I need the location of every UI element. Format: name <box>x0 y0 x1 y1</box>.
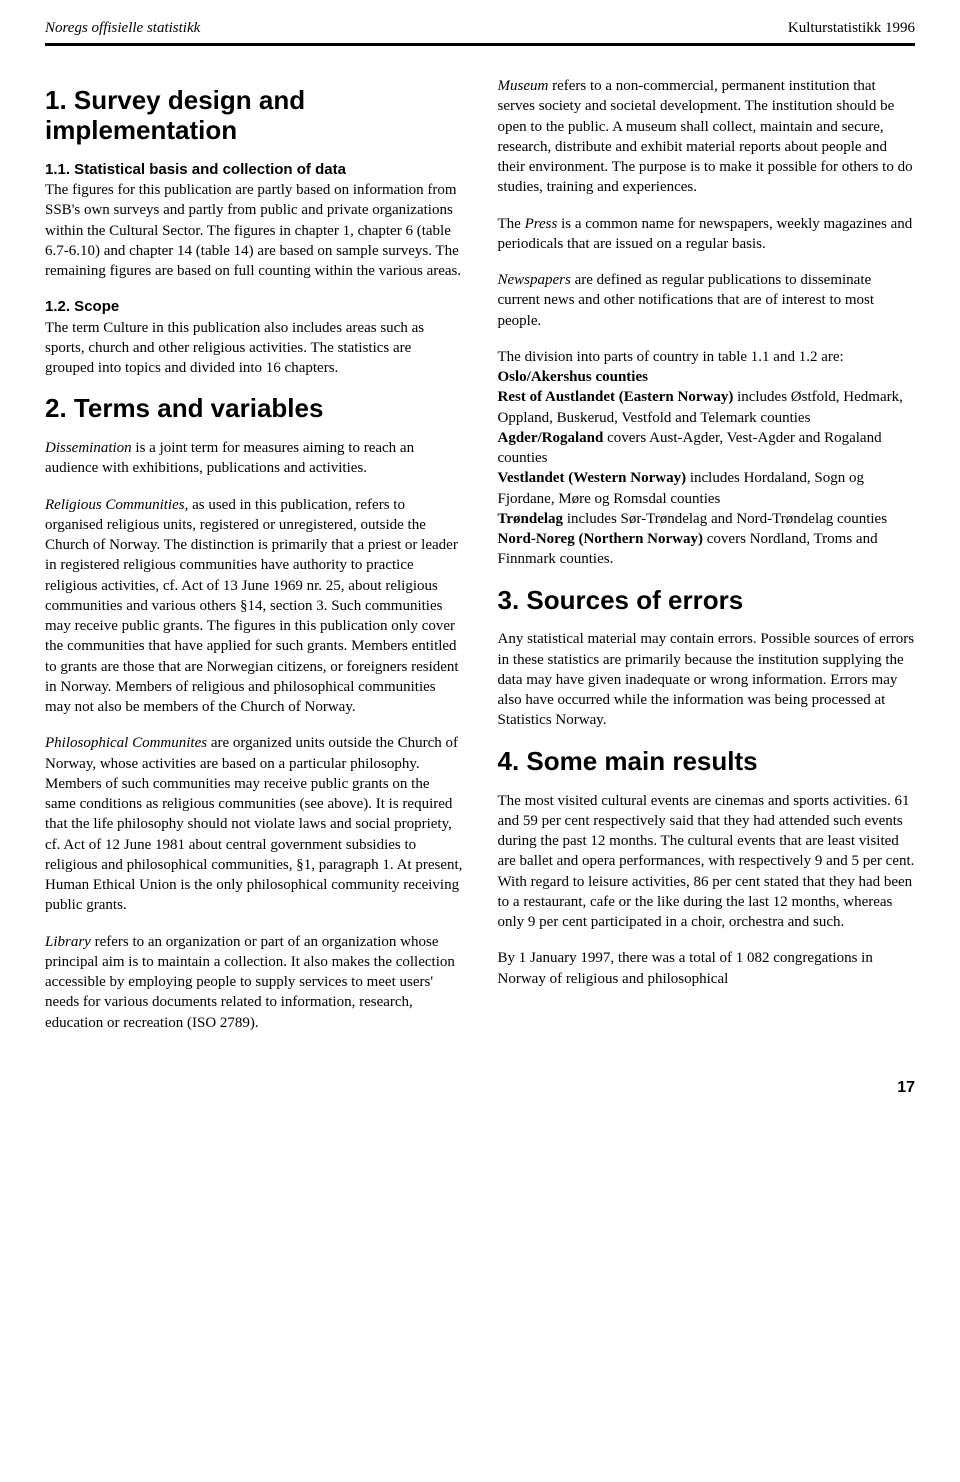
section-1-title: 1. Survey design and implementation <box>45 86 463 146</box>
subhead-1-1: 1.1. Statistical basis and collection of… <box>45 161 346 178</box>
header-rule <box>45 43 915 46</box>
region-3-name: Agder/Rogaland <box>498 430 604 446</box>
subsection-1-1: 1.1. Statistical basis and collection of… <box>45 160 463 282</box>
para-museum: Museum refers to a non-commercial, perma… <box>498 76 916 198</box>
body-library: refers to an organization or part of an … <box>45 934 455 1031</box>
para-press: The Press is a common name for newspaper… <box>498 214 916 255</box>
press-pre: The <box>498 216 525 232</box>
region-3: Agder/Rogaland covers Aust-Agder, Vest-A… <box>498 428 916 469</box>
header-right: Kulturstatistikk 1996 <box>788 20 915 37</box>
para-newspapers: Newspapers are defined as regular public… <box>498 270 916 331</box>
para-section-4-p1: The most visited cultural events are cin… <box>498 791 916 933</box>
region-5-name: Trøndelag <box>498 511 564 527</box>
para-philosophical: Philosophical Communites are organized u… <box>45 733 463 915</box>
header-left: Noregs offisielle statistikk <box>45 20 200 37</box>
term-library: Library <box>45 934 91 950</box>
subhead-1-2: 1.2. Scope <box>45 298 119 315</box>
region-5: Trøndelag includes Sør-Trøndelag and Nor… <box>498 509 916 529</box>
region-2: Rest of Austlandet (Eastern Norway) incl… <box>498 387 916 428</box>
body-philosophical: are organized units outside the Church o… <box>45 735 462 913</box>
page-number: 17 <box>45 1079 915 1097</box>
region-6: Nord-Noreg (Northern Norway) covers Nord… <box>498 529 916 570</box>
para-dissemination: Dissemination is a joint term for measur… <box>45 438 463 479</box>
body-museum: refers to a non-commercial, permanent in… <box>498 78 913 195</box>
region-1-name: Oslo/Akershus counties <box>498 369 648 385</box>
para-religious: Religious Communities, as used in this p… <box>45 495 463 718</box>
term-dissemination: Dissemination <box>45 440 132 456</box>
region-4-name: Vestlandet (Western Norway) <box>498 470 687 486</box>
para-1-1-body: The figures for this publication are par… <box>45 180 463 281</box>
body-religious: , as used in this publication, refers to… <box>45 497 459 716</box>
para-1-2-body: The term Culture in this publication als… <box>45 318 463 379</box>
term-newspapers: Newspapers <box>498 272 571 288</box>
term-museum: Museum <box>498 78 549 94</box>
region-5-desc: includes Sør-Trøndelag and Nord-Trøndela… <box>563 511 887 527</box>
right-column: Museum refers to a non-commercial, perma… <box>498 76 916 1049</box>
regions-intro: The division into parts of country in ta… <box>498 347 916 367</box>
region-2-name: Rest of Austlandet (Eastern Norway) <box>498 389 734 405</box>
regions-block: The division into parts of country in ta… <box>498 347 916 570</box>
para-section-3: Any statistical material may contain err… <box>498 629 916 730</box>
section-3-title: 3. Sources of errors <box>498 586 916 616</box>
body-press: is a common name for newspapers, weekly … <box>498 216 913 252</box>
term-philosophical: Philosophical Communites <box>45 735 207 751</box>
region-6-name: Nord-Noreg (Northern Norway) <box>498 531 704 547</box>
region-1: Oslo/Akershus counties <box>498 367 916 387</box>
term-press: Press <box>525 216 558 232</box>
para-section-4-p2: By 1 January 1997, there was a total of … <box>498 948 916 989</box>
para-library: Library refers to an organization or par… <box>45 932 463 1033</box>
subsection-1-2: 1.2. Scope The term Culture in this publ… <box>45 297 463 378</box>
section-2-title: 2. Terms and variables <box>45 394 463 424</box>
section-4-title: 4. Some main results <box>498 747 916 777</box>
section-1-title-text: 1. Survey design and implementation <box>45 85 305 145</box>
two-column-layout: 1. Survey design and implementation 1.1.… <box>45 76 915 1049</box>
left-column: 1. Survey design and implementation 1.1.… <box>45 76 463 1049</box>
region-4: Vestlandet (Western Norway) includes Hor… <box>498 468 916 509</box>
page-header: Noregs offisielle statistikk Kulturstati… <box>45 20 915 37</box>
term-religious: Religious Communities <box>45 497 185 513</box>
